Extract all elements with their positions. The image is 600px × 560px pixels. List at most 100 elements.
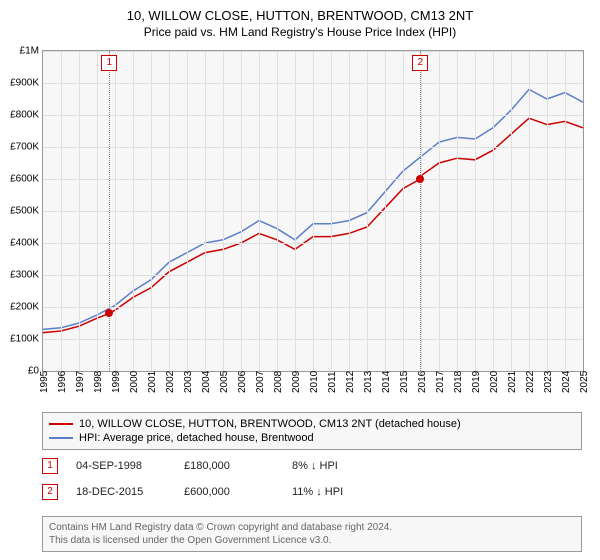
- gridline-v: [205, 51, 206, 371]
- gridline-v: [223, 51, 224, 371]
- sales-table: 1 04-SEP-1998 £180,000 8% ↓ HPI 2 18-DEC…: [42, 458, 582, 510]
- marker-badge: 2: [412, 55, 428, 71]
- x-axis-label: 1996: [57, 371, 68, 393]
- x-axis-label: 2020: [489, 371, 500, 393]
- y-axis-label: £700K: [10, 142, 43, 153]
- x-axis-label: 2014: [381, 371, 392, 393]
- marker-dot: [416, 175, 424, 183]
- x-axis-label: 2004: [201, 371, 212, 393]
- x-axis-label: 1995: [39, 371, 50, 393]
- sale-badge: 1: [42, 458, 58, 474]
- legend-swatch-red: [49, 423, 73, 425]
- page-subtitle: Price paid vs. HM Land Registry's House …: [0, 25, 600, 39]
- page-root: 10, WILLOW CLOSE, HUTTON, BRENTWOOD, CM1…: [0, 0, 600, 560]
- gridline-v: [547, 51, 548, 371]
- legend-row: HPI: Average price, detached house, Bren…: [49, 431, 575, 445]
- legend: 10, WILLOW CLOSE, HUTTON, BRENTWOOD, CM1…: [42, 412, 582, 450]
- x-axis-label: 2000: [129, 371, 140, 393]
- gridline-v: [385, 51, 386, 371]
- x-axis-label: 2025: [579, 371, 590, 393]
- gridline-v: [457, 51, 458, 371]
- x-axis-label: 2019: [471, 371, 482, 393]
- footer: Contains HM Land Registry data © Crown c…: [42, 516, 582, 552]
- gridline-v: [349, 51, 350, 371]
- x-axis-label: 2008: [273, 371, 284, 393]
- gridline-v: [475, 51, 476, 371]
- gridline-v: [115, 51, 116, 371]
- gridline-v: [313, 51, 314, 371]
- x-axis-label: 2006: [237, 371, 248, 393]
- x-axis-label: 1998: [93, 371, 104, 393]
- sale-delta: 8% ↓ HPI: [292, 460, 382, 472]
- legend-row: 10, WILLOW CLOSE, HUTTON, BRENTWOOD, CM1…: [49, 417, 575, 431]
- y-axis-label: £900K: [10, 78, 43, 89]
- sale-row: 2 18-DEC-2015 £600,000 11% ↓ HPI: [42, 484, 582, 500]
- marker-line: [420, 51, 421, 371]
- x-axis-label: 1997: [75, 371, 86, 393]
- sale-price: £600,000: [184, 486, 274, 498]
- marker-line: [109, 51, 110, 371]
- x-axis-label: 2009: [291, 371, 302, 393]
- chart-area: £0£100K£200K£300K£400K£500K£600K£700K£80…: [42, 50, 584, 372]
- gridline-v: [259, 51, 260, 371]
- x-axis-label: 2021: [507, 371, 518, 393]
- gridline-v: [169, 51, 170, 371]
- y-axis-label: £600K: [10, 174, 43, 185]
- y-axis-label: £800K: [10, 110, 43, 121]
- x-axis-label: 2022: [525, 371, 536, 393]
- gridline-v: [151, 51, 152, 371]
- x-axis-label: 2018: [453, 371, 464, 393]
- sale-row: 1 04-SEP-1998 £180,000 8% ↓ HPI: [42, 458, 582, 474]
- gridline-v: [133, 51, 134, 371]
- sale-delta: 11% ↓ HPI: [292, 486, 382, 498]
- footer-line: Contains HM Land Registry data © Crown c…: [49, 521, 575, 534]
- y-axis-label: £1M: [20, 46, 43, 57]
- gridline-v: [97, 51, 98, 371]
- x-axis-label: 2001: [147, 371, 158, 393]
- x-axis-label: 2007: [255, 371, 266, 393]
- y-axis-label: £400K: [10, 238, 43, 249]
- x-axis-label: 1999: [111, 371, 122, 393]
- gridline-v: [529, 51, 530, 371]
- x-axis-label: 2013: [363, 371, 374, 393]
- gridline-v: [241, 51, 242, 371]
- gridline-v: [79, 51, 80, 371]
- page-title: 10, WILLOW CLOSE, HUTTON, BRENTWOOD, CM1…: [0, 8, 600, 23]
- legend-label: 10, WILLOW CLOSE, HUTTON, BRENTWOOD, CM1…: [79, 418, 461, 430]
- marker-dot: [105, 309, 113, 317]
- gridline-v: [331, 51, 332, 371]
- gridline-v: [295, 51, 296, 371]
- gridline-v: [61, 51, 62, 371]
- legend-label: HPI: Average price, detached house, Bren…: [79, 432, 314, 444]
- y-axis-label: £300K: [10, 270, 43, 281]
- sale-price: £180,000: [184, 460, 274, 472]
- x-axis-label: 2010: [309, 371, 320, 393]
- x-axis-label: 2012: [345, 371, 356, 393]
- gridline-v: [187, 51, 188, 371]
- marker-badge: 1: [101, 55, 117, 71]
- gridline-v: [403, 51, 404, 371]
- x-axis-label: 2011: [327, 371, 338, 393]
- y-axis-label: £100K: [10, 334, 43, 345]
- gridline-v: [511, 51, 512, 371]
- x-axis-label: 2017: [435, 371, 446, 393]
- gridline-v: [565, 51, 566, 371]
- gridline-v: [277, 51, 278, 371]
- footer-line: This data is licensed under the Open Gov…: [49, 534, 575, 547]
- x-axis-label: 2003: [183, 371, 194, 393]
- x-axis-label: 2005: [219, 371, 230, 393]
- legend-swatch-blue: [49, 437, 73, 439]
- x-axis-label: 2016: [417, 371, 428, 393]
- sale-date: 04-SEP-1998: [76, 460, 166, 472]
- title-block: 10, WILLOW CLOSE, HUTTON, BRENTWOOD, CM1…: [0, 0, 600, 39]
- gridline-v: [367, 51, 368, 371]
- sale-badge: 2: [42, 484, 58, 500]
- y-axis-label: £200K: [10, 302, 43, 313]
- x-axis-label: 2024: [561, 371, 572, 393]
- x-axis-label: 2015: [399, 371, 410, 393]
- x-axis-label: 2002: [165, 371, 176, 393]
- y-axis-label: £500K: [10, 206, 43, 217]
- x-axis-label: 2023: [543, 371, 554, 393]
- sale-date: 18-DEC-2015: [76, 486, 166, 498]
- gridline-v: [493, 51, 494, 371]
